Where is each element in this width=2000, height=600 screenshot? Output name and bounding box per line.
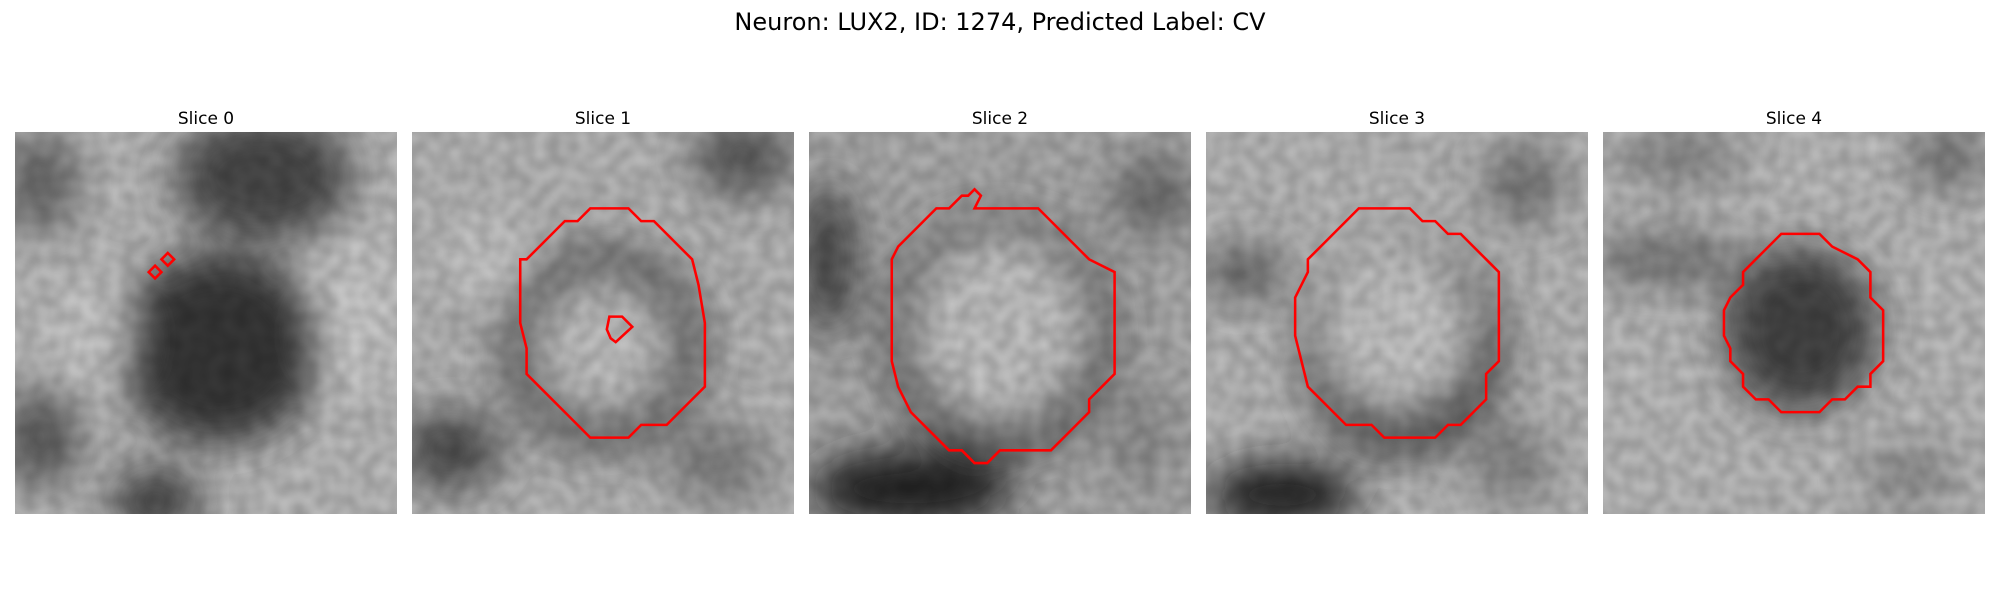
- segmentation-contour: [1722, 232, 1885, 414]
- slice-image-3: [1206, 132, 1588, 514]
- slice-image-2: [809, 132, 1191, 514]
- figure-title: Neuron: LUX2, ID: 1274, Predicted Label:…: [734, 8, 1266, 36]
- slice-title-4: Slice 4: [1765, 109, 1823, 129]
- slice-panel-1: Slice 1: [412, 108, 794, 514]
- slice-panel-0: Slice 0: [15, 108, 397, 514]
- slice-title-1: Slice 1: [574, 109, 632, 129]
- slice-panel-2: Slice 2: [809, 108, 1191, 514]
- slice-title-2: Slice 2: [971, 109, 1029, 129]
- segmentation-contour: [518, 207, 707, 439]
- segmentation-contour: [890, 187, 1116, 465]
- slice-panel-3: Slice 3: [1206, 108, 1588, 514]
- segmentation-contour: [146, 251, 176, 281]
- slice-image-0: [15, 132, 397, 514]
- slice-title-0: Slice 0: [177, 109, 235, 129]
- slice-image-4: [1603, 132, 1985, 514]
- slice-image-1: [412, 132, 794, 514]
- slice-panel-4: Slice 4: [1603, 108, 1985, 514]
- segmentation-contour: [1293, 207, 1501, 439]
- slice-title-3: Slice 3: [1368, 109, 1426, 129]
